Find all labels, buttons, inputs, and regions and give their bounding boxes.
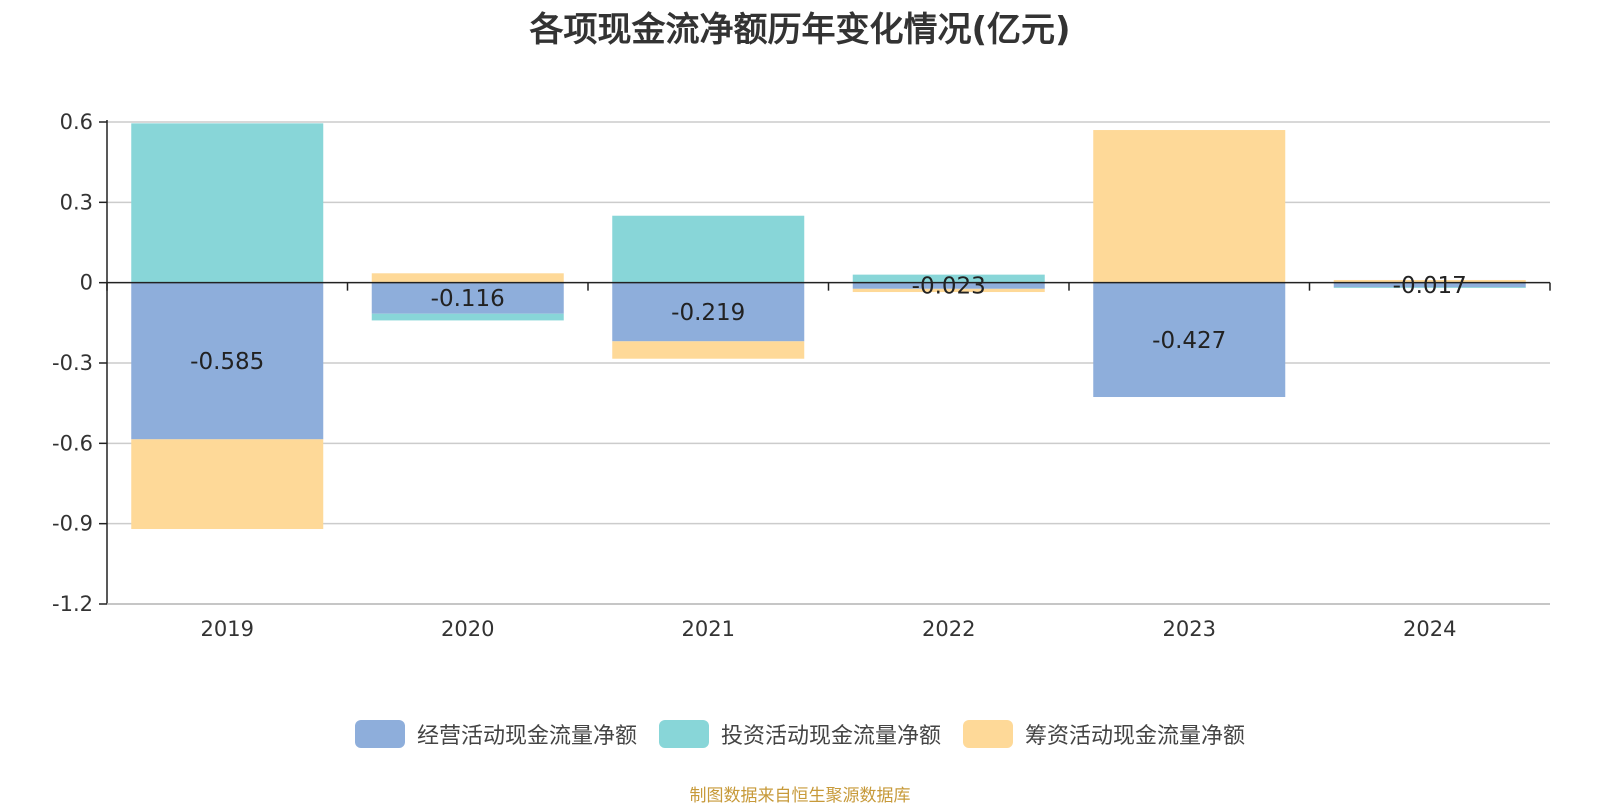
axes: 0.6 0.3 0 -0.3 -0.6 -0.9 -1.2 2019 2020 2021 2022 2… <box>52 110 1551 641</box>
bar-investing-2020[interactable] <box>371 313 564 321</box>
y-tick-label: -0.9 <box>52 512 93 536</box>
data-label-2022: -0.023 <box>912 274 986 300</box>
data-label-2023: -0.427 <box>1152 328 1226 354</box>
bar-financing-2024[interactable] <box>1333 279 1526 283</box>
x-tick-label-2022: 2022 <box>922 617 975 641</box>
data-label-2020: -0.116 <box>431 286 505 312</box>
bar-financing-2023[interactable] <box>1093 130 1286 283</box>
legend-label-financing: 筹资活动现金流量净额 <box>1025 724 1246 749</box>
x-tick-label-2021: 2021 <box>682 617 735 641</box>
data-label-2021: -0.219 <box>671 300 745 326</box>
bar-operating-2023[interactable] <box>1093 282 1286 398</box>
source-note: 制图数据来自恒生聚源数据库 <box>689 786 911 806</box>
bar-operating-2024[interactable] <box>1333 282 1526 288</box>
x-tick-label-2020: 2020 <box>441 617 494 641</box>
legend-item-operating[interactable]: 经营活动现金流量净额 <box>354 718 637 750</box>
bar-operating-2022[interactable] <box>852 282 1045 289</box>
legend-swatch-operating <box>354 720 405 748</box>
bar-operating-2019[interactable] <box>131 282 324 440</box>
x-tick-label-2024: 2024 <box>1403 617 1456 641</box>
y-tick-label: -0.3 <box>52 351 93 375</box>
bar-investing-2021[interactable] <box>612 215 805 283</box>
y-tick-label: 0.3 <box>60 190 93 214</box>
legend-swatch-investing <box>658 720 709 748</box>
data-label-2019: -0.585 <box>190 349 264 375</box>
legend-item-investing[interactable]: 投资活动现金流量净额 <box>658 718 941 750</box>
legend-swatch-financing <box>963 720 1013 748</box>
bar-investing-2024[interactable] <box>1333 287 1526 289</box>
legend-label-investing: 投资活动现金流量净额 <box>720 724 941 749</box>
y-tick-label: -1.2 <box>52 592 93 616</box>
legend: 经营活动现金流量净额 投资活动现金流量净额 筹资活动现金流量净额 <box>0 718 1600 750</box>
bar-financing-2020[interactable] <box>371 273 564 283</box>
legend-item-financing[interactable]: 筹资活动现金流量净额 <box>963 718 1245 750</box>
bar-operating-2021[interactable] <box>612 282 805 342</box>
bar-financing-2022[interactable] <box>852 288 1045 293</box>
bar-investing-2019[interactable] <box>131 123 324 283</box>
bars <box>131 123 1526 530</box>
grid-lines <box>107 121 1550 605</box>
data-labels: -0.585 -0.116 -0.219 -0.023 -0.427 -0.017 <box>190 273 1467 375</box>
chart-title: 各项现金流净额历年变化情况(亿元) <box>529 10 1071 50</box>
bar-financing-2019[interactable] <box>131 439 324 530</box>
legend-label-operating: 经营活动现金流量净额 <box>416 724 637 749</box>
data-label-2024: -0.017 <box>1393 273 1467 299</box>
y-tick-label: -0.6 <box>52 431 93 455</box>
x-tick-label-2023: 2023 <box>1163 617 1216 641</box>
bar-financing-2021[interactable] <box>612 341 805 359</box>
bar-operating-2020[interactable] <box>371 282 564 314</box>
y-tick-label: 0.6 <box>60 110 93 134</box>
y-tick-label: 0 <box>80 271 93 295</box>
x-tick-label-2019: 2019 <box>201 617 254 641</box>
bar-investing-2022[interactable] <box>852 274 1045 283</box>
